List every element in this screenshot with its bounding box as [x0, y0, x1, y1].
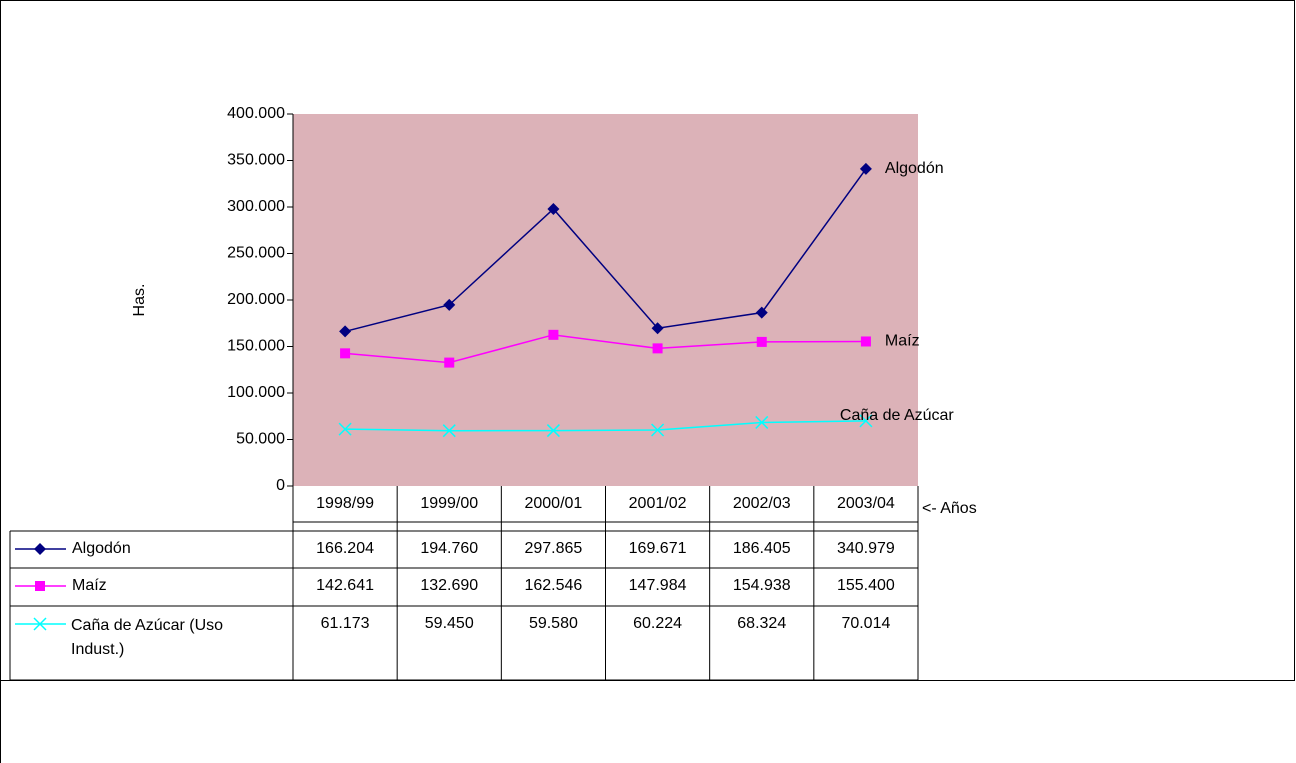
marker [652, 343, 663, 354]
marker [651, 322, 664, 335]
y-tick-label: 50.000 [236, 431, 285, 448]
series-end-label: Caña de Azúcar [840, 407, 955, 424]
marker [339, 325, 352, 338]
marker [33, 617, 47, 631]
marker [860, 336, 871, 347]
x-tick-label: 2003/04 [837, 495, 895, 512]
marker [34, 543, 46, 555]
table-value: 147.984 [629, 577, 687, 594]
data-table [9, 486, 919, 681]
marker [548, 329, 559, 340]
table-value: 142.641 [316, 577, 374, 594]
table-value: 169.671 [629, 540, 687, 557]
marker [546, 424, 560, 438]
x-tick-label: 1998/99 [316, 495, 374, 512]
marker [859, 414, 873, 428]
table-value: 70.014 [841, 615, 890, 632]
marker [444, 357, 455, 368]
y-tick-label: 100.000 [227, 384, 285, 401]
series-line [344, 168, 867, 333]
table-value: 166.204 [316, 540, 374, 557]
y-tick-label: 150.000 [227, 338, 285, 355]
table-value: 154.938 [733, 577, 791, 594]
table-value: 60.224 [633, 615, 682, 632]
marker [651, 423, 665, 437]
table-value: 162.546 [524, 577, 582, 594]
y-tick-label: 400.000 [227, 105, 285, 122]
marker [756, 336, 767, 347]
table-value: 194.760 [420, 540, 478, 557]
y-tick-label: 250.000 [227, 245, 285, 262]
plot-area [293, 114, 918, 486]
table-value: 186.405 [733, 540, 791, 557]
series-line [345, 334, 866, 364]
series-end-label: Maíz [885, 333, 920, 350]
x-tick-label: 2002/03 [733, 495, 791, 512]
y-tick-label: 0 [276, 477, 285, 494]
marker [755, 415, 769, 429]
legend-label: Maíz [72, 577, 107, 594]
y-axis-label: Has. [131, 284, 148, 317]
marker [859, 162, 872, 175]
marker [442, 424, 456, 438]
table-value: 132.690 [420, 577, 478, 594]
table-value: 59.580 [529, 615, 578, 632]
y-tick-label: 300.000 [227, 198, 285, 215]
marker [547, 202, 560, 215]
x-tick-label: 2000/01 [524, 495, 582, 512]
y-tick-label: 200.000 [227, 291, 285, 308]
table-value: 59.450 [425, 615, 474, 632]
marker [340, 348, 351, 359]
series-end-label: Algodón [885, 160, 944, 177]
legend-label: Caña de Azúcar (Uso Indust.) [71, 617, 224, 658]
x-tick-label: 1999/00 [420, 495, 478, 512]
marker [443, 298, 456, 311]
marker [755, 306, 768, 319]
series-line [345, 420, 866, 432]
marker [338, 422, 352, 436]
table-value: 155.400 [837, 577, 895, 594]
table-value: 340.979 [837, 540, 895, 557]
table-value: 297.865 [524, 540, 582, 557]
legend-label: Algodón [72, 540, 131, 557]
legend-label-box: Caña de Azúcar (Uso Indust.) [71, 617, 224, 658]
marker [35, 581, 45, 591]
y-tick-label: 350.000 [227, 152, 285, 169]
x-axis-label: <- Años [922, 500, 977, 517]
table-value: 61.173 [321, 615, 370, 632]
x-tick-label: 2001/02 [629, 495, 687, 512]
table-value: 68.324 [737, 615, 786, 632]
